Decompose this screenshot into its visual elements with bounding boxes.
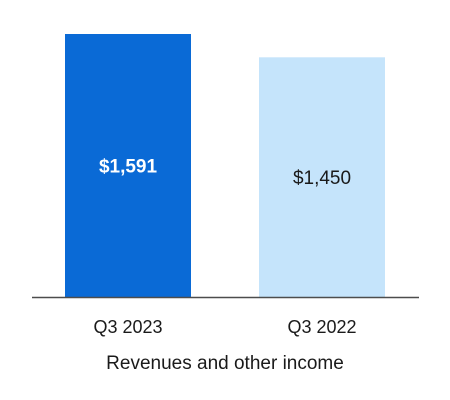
value-label-q3-2022: $1,450 bbox=[293, 168, 351, 189]
value-label-q3-2023: $1,591 bbox=[99, 157, 158, 178]
x-tick-labels-group: Q3 2023 Q3 2022 bbox=[93, 317, 356, 337]
bars-group bbox=[65, 34, 385, 297]
bar-q3-2023 bbox=[65, 34, 191, 297]
x-tick-label-q3-2022: Q3 2022 bbox=[287, 317, 356, 337]
value-labels-group: $1,591 $1,450 bbox=[99, 157, 351, 190]
bar-q3-2022 bbox=[259, 57, 385, 297]
x-tick-label-q3-2023: Q3 2023 bbox=[93, 317, 162, 337]
x-axis-title: Revenues and other income bbox=[106, 353, 344, 374]
